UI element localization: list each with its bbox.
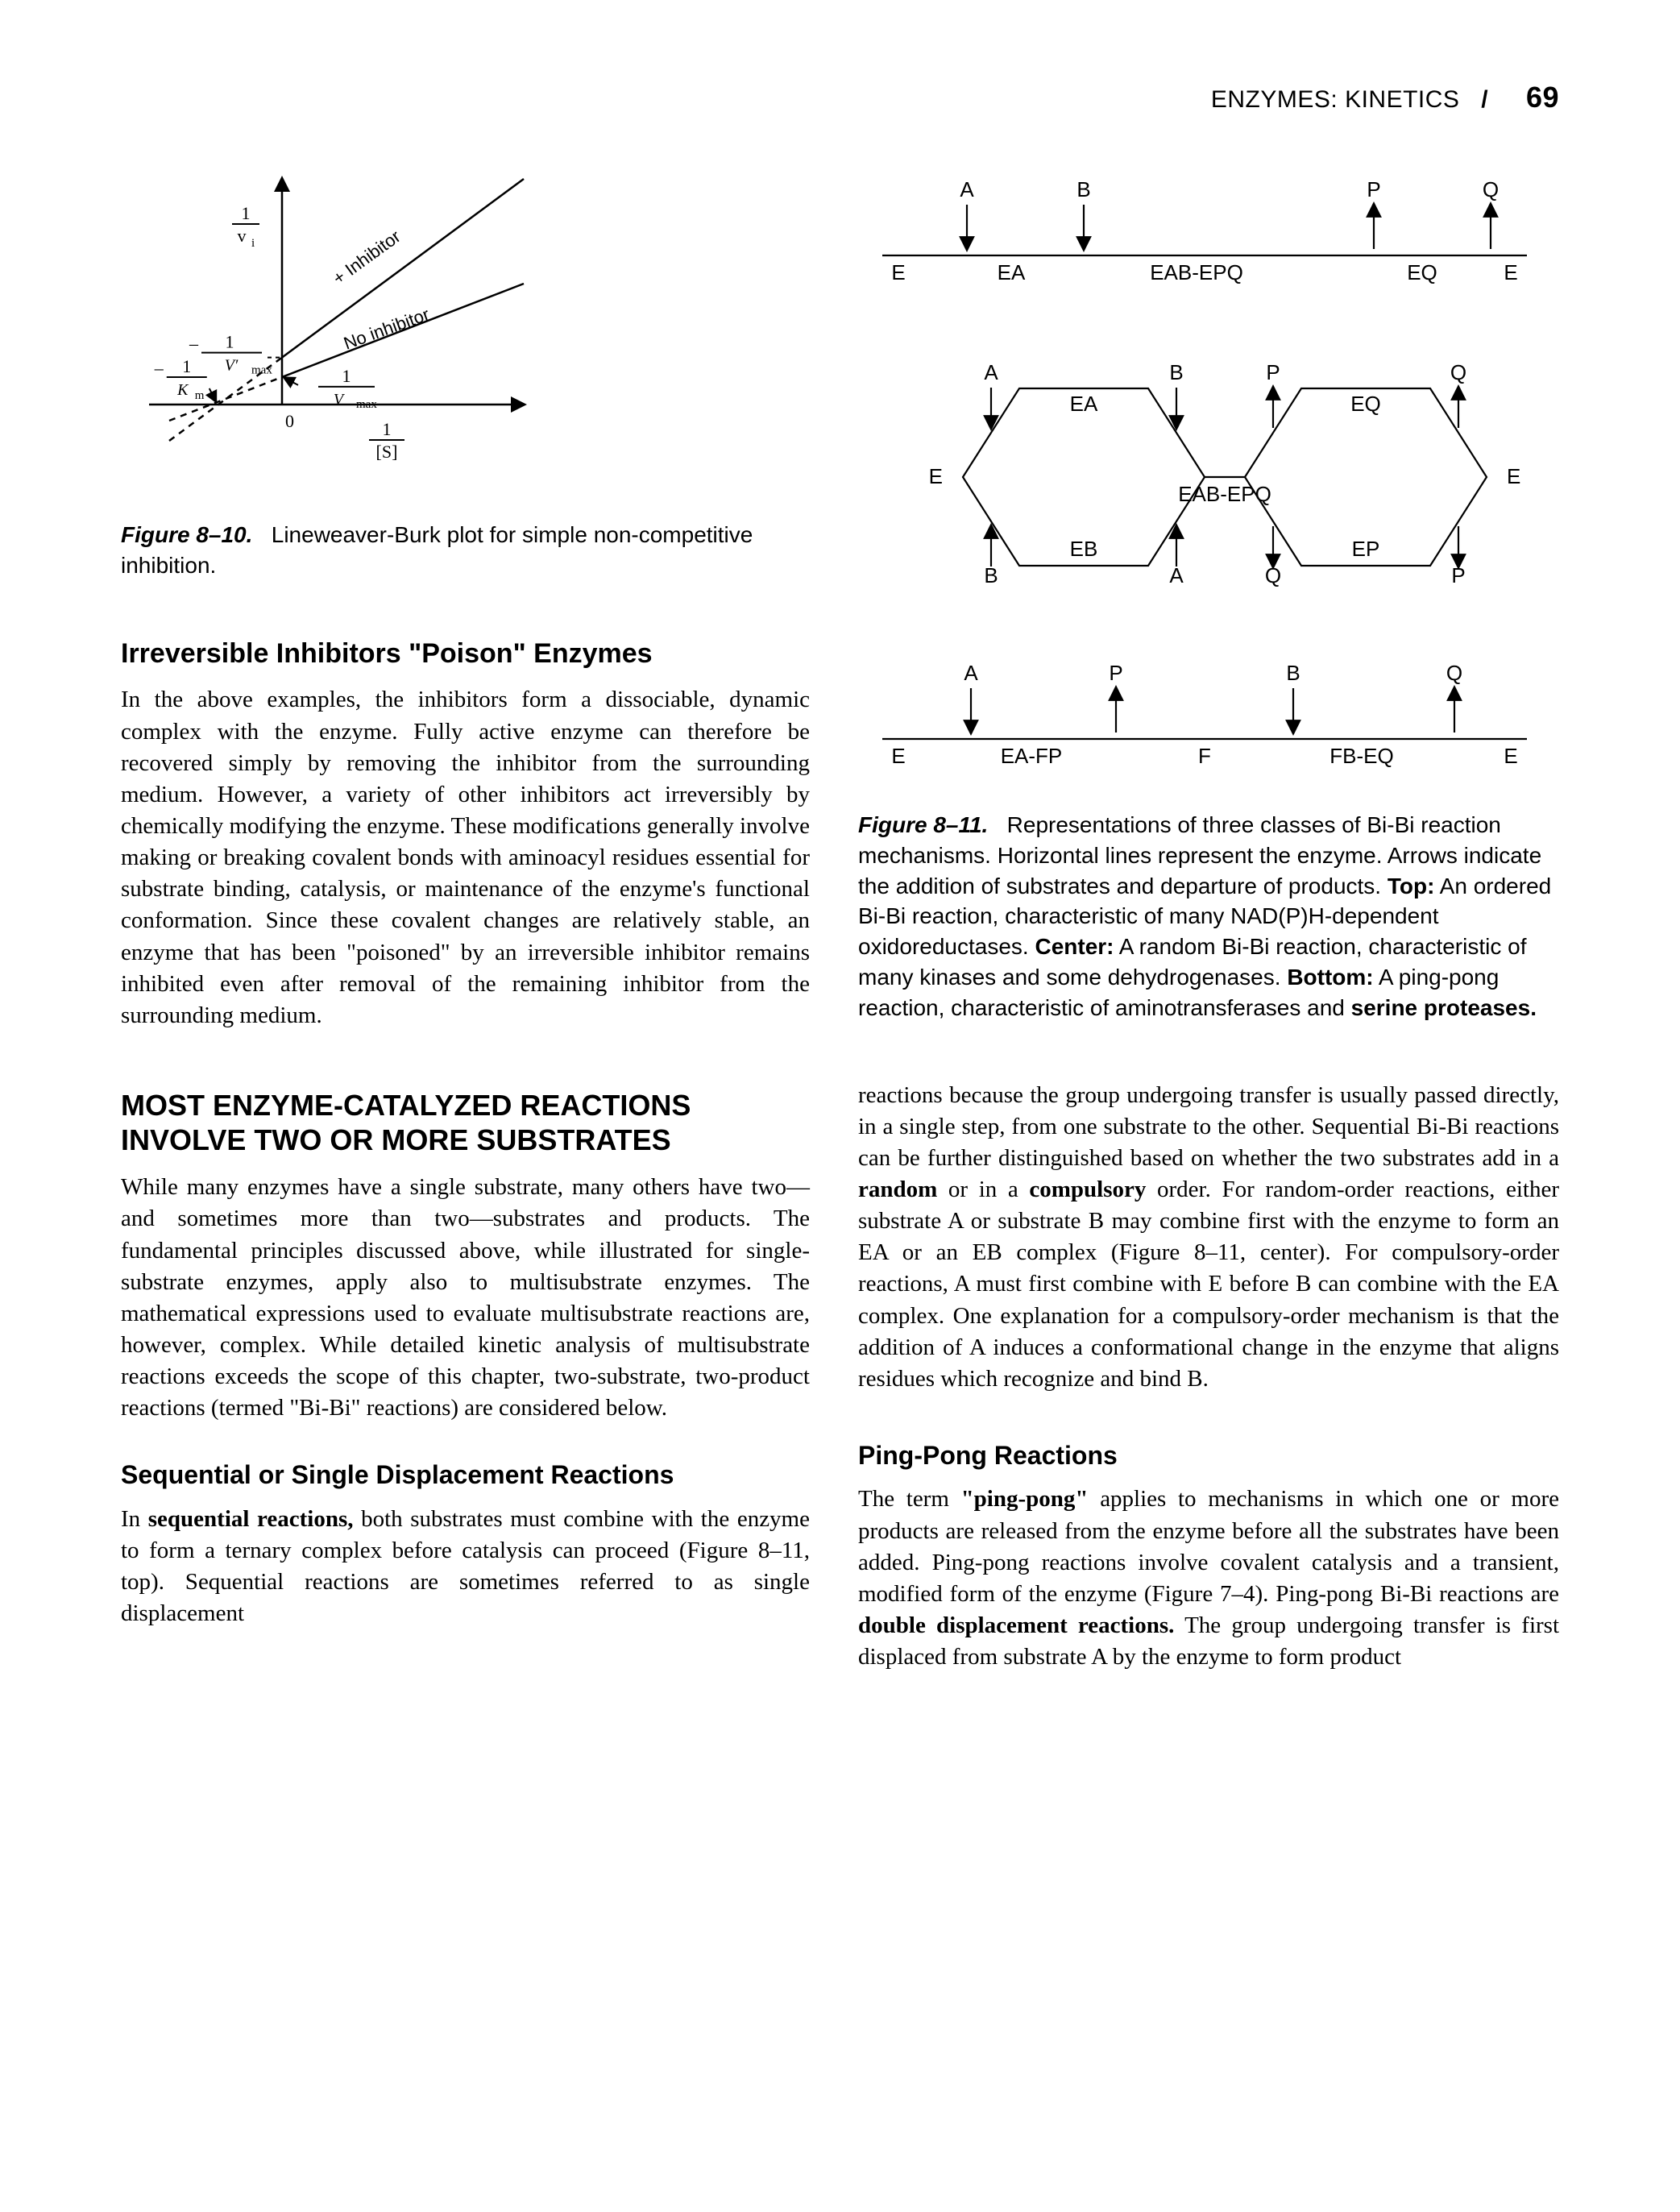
svg-text:P: P	[1266, 360, 1280, 384]
svg-text:A: A	[964, 661, 978, 685]
svg-text:V: V	[334, 391, 346, 409]
svg-text:E: E	[1507, 464, 1520, 488]
svg-text:F: F	[1198, 744, 1211, 768]
svg-text:0: 0	[285, 411, 294, 431]
right-column: ABPQEEAEAB-EPQEQEABBAEAEBEPQQPEQEPEEAB-E…	[858, 163, 1559, 1673]
fig811-number: Figure 8–11.	[858, 812, 988, 837]
svg-text:E: E	[1504, 260, 1517, 284]
seq-a: In	[121, 1506, 148, 1532]
heading-pingpong: Ping-Pong Reactions	[858, 1440, 1559, 1471]
svg-text:1: 1	[182, 356, 191, 376]
svg-text:E: E	[891, 260, 905, 284]
svg-text:A: A	[960, 177, 974, 201]
para-sequential: In sequential reactions, both substrates…	[121, 1504, 810, 1630]
svg-text:[S]: [S]	[376, 442, 398, 462]
fc3: Center:	[1035, 934, 1114, 959]
svg-text:EAB-EPQ: EAB-EPQ	[1150, 260, 1243, 284]
rc-c: order. For random-order reactions, eithe…	[858, 1177, 1559, 1392]
page-number: 69	[1526, 81, 1559, 114]
para-most-enzyme: While many enzymes have a single substra…	[121, 1172, 810, 1424]
rc-b1: random	[858, 1177, 937, 1202]
pp-a: The term	[858, 1486, 961, 1512]
svg-text:+ Inhibitor: + Inhibitor	[329, 226, 404, 288]
svg-text:v: v	[238, 226, 247, 246]
svg-text:B: B	[1076, 177, 1090, 201]
figure-8-10: + InhibitorNo inhibitor1vi–1V′max–1Km1Vm…	[121, 163, 810, 505]
svg-text:E: E	[891, 744, 905, 768]
svg-text:EP: EP	[1352, 537, 1380, 561]
header-slash: /	[1481, 86, 1488, 113]
svg-text:1: 1	[383, 419, 392, 439]
svg-text:P: P	[1367, 177, 1380, 201]
fc1: Top:	[1388, 874, 1435, 898]
para-reactions-cont: reactions because the group undergoing t…	[858, 1080, 1559, 1395]
rc-a: reactions because the group undergoing t…	[858, 1082, 1559, 1171]
svg-text:Q: Q	[1450, 360, 1466, 384]
svg-text:EA-FP: EA-FP	[1001, 744, 1063, 768]
svg-text:K: K	[176, 381, 189, 399]
heading-sequential: Sequential or Single Displacement Reacti…	[121, 1459, 810, 1490]
svg-text:P: P	[1109, 661, 1122, 685]
svg-text:max: max	[251, 364, 272, 377]
svg-text:1: 1	[242, 203, 251, 223]
page-header: ENZYMES: KINETICS / 69	[121, 81, 1559, 114]
svg-text:E: E	[929, 464, 943, 488]
svg-text:EA: EA	[998, 260, 1026, 284]
heading-irreversible: Irreversible Inhibitors "Poison" Enzymes	[121, 637, 810, 670]
svg-text:B: B	[1286, 661, 1300, 685]
svg-text:V′: V′	[225, 357, 239, 375]
svg-text:A: A	[1169, 563, 1184, 587]
svg-text:EQ: EQ	[1350, 392, 1381, 416]
svg-text:EAB-EPQ: EAB-EPQ	[1178, 482, 1271, 506]
para-irreversible: In the above examples, the inhibitors fo…	[121, 684, 810, 1031]
svg-text:FB-EQ: FB-EQ	[1329, 744, 1393, 768]
svg-text:Q: Q	[1446, 661, 1462, 685]
svg-text:1: 1	[342, 366, 351, 386]
pp-b2: double displacement reactions.	[858, 1612, 1174, 1638]
fig810-number: Figure 8–10.	[121, 522, 252, 547]
figure-8-11-caption: Figure 8–11. Representations of three cl…	[858, 810, 1559, 1023]
figure-8-10-caption: Figure 8–10. Lineweaver-Burk plot for si…	[121, 520, 810, 581]
svg-text:EA: EA	[1070, 392, 1098, 416]
heading-most-enzyme: MOST ENZYME-CATALYZED REACTIONS INVOLVE …	[121, 1088, 810, 1157]
header-section: ENZYMES: KINETICS	[1211, 86, 1460, 113]
svg-text:No inhibitor: No inhibitor	[341, 304, 432, 354]
svg-text:1: 1	[226, 332, 234, 352]
svg-text:A: A	[984, 360, 998, 384]
rc-b: or in a	[937, 1177, 1029, 1202]
svg-text:E: E	[1504, 744, 1517, 768]
svg-text:P: P	[1451, 563, 1465, 587]
svg-text:EQ: EQ	[1407, 260, 1437, 284]
svg-text:max: max	[356, 398, 377, 411]
para-pingpong: The term "ping-pong" applies to mechanis…	[858, 1484, 1559, 1673]
svg-text:B: B	[984, 563, 998, 587]
figure-8-11: ABPQEEAEAB-EPQEQEABBAEAEBEPQQPEQEPEEAB-E…	[858, 163, 1559, 795]
svg-text:m: m	[195, 389, 205, 402]
fc7: serine proteases.	[1351, 995, 1537, 1020]
svg-text:B: B	[1169, 360, 1183, 384]
svg-text:Q: Q	[1265, 563, 1281, 587]
svg-text:i: i	[251, 237, 255, 250]
svg-text:–: –	[154, 358, 164, 378]
left-column: + InhibitorNo inhibitor1vi–1V′max–1Km1Vm…	[121, 163, 810, 1673]
svg-text:Q: Q	[1483, 177, 1499, 201]
pp-b1: "ping-pong"	[961, 1486, 1089, 1512]
fc5: Bottom:	[1287, 965, 1373, 990]
rc-b2: compulsory	[1029, 1177, 1146, 1202]
svg-text:EB: EB	[1070, 537, 1098, 561]
svg-text:–: –	[189, 334, 199, 354]
seq-bold: sequential reactions,	[148, 1506, 354, 1532]
